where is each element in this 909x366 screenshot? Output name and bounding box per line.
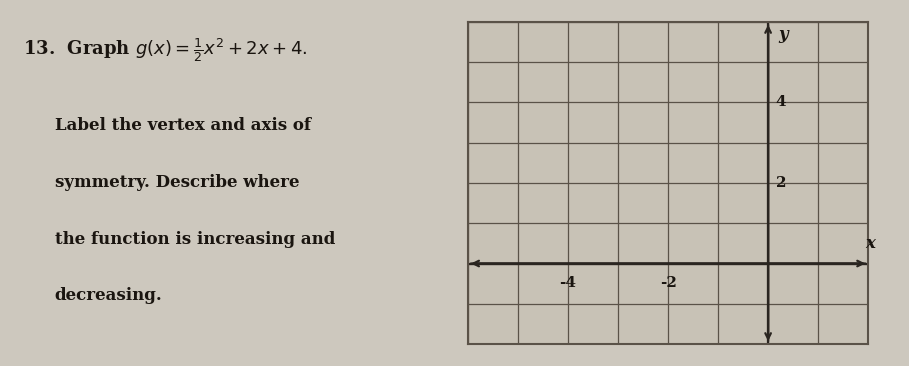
Text: -2: -2: [660, 276, 676, 290]
Text: 2: 2: [775, 176, 786, 190]
Text: -4: -4: [560, 276, 576, 290]
Text: decreasing.: decreasing.: [55, 287, 163, 304]
Text: y: y: [778, 26, 788, 43]
Text: symmetry. Describe where: symmetry. Describe where: [55, 174, 299, 191]
Text: Label the vertex and axis of: Label the vertex and axis of: [55, 117, 311, 134]
Text: 13.  Graph $g(x) = \frac{1}{2}x^2 + 2x + 4.$: 13. Graph $g(x) = \frac{1}{2}x^2 + 2x + …: [23, 37, 307, 64]
Text: 4: 4: [775, 96, 786, 109]
Text: the function is increasing and: the function is increasing and: [55, 231, 335, 247]
Text: x: x: [865, 235, 875, 252]
